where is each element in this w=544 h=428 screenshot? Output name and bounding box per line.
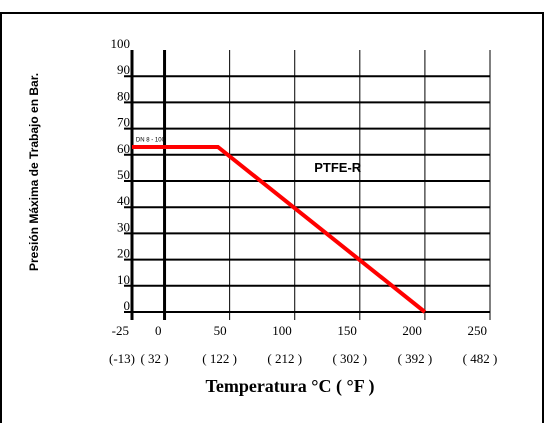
y-tick-label-70: 70	[117, 115, 130, 130]
y-tick-label-0: 0	[124, 298, 131, 313]
tick-labels: 0 10 20 30 40 50 60 70 80 90 100 -25 (-13) 0 ( 32 ) 50 (…	[109, 36, 497, 366]
y-tick-label-100: 100	[111, 36, 131, 51]
series-layer: PTFE-R DN 8 - 100	[132, 138, 427, 314]
x-tick-label--25: -25	[112, 323, 129, 338]
y-tick-label-30: 30	[117, 219, 130, 234]
x-tick-label-200: 200	[402, 323, 422, 338]
x-tick-label-250: 250	[468, 323, 488, 338]
y-tick-label-90: 90	[117, 62, 130, 77]
series-label-0: PTFE-R	[314, 160, 362, 175]
x-tick-label-f-150: ( 302 )	[332, 351, 367, 366]
x-tick-label-50: 50	[214, 323, 227, 338]
x-tick-label-150: 150	[337, 323, 357, 338]
x-tick-label-f-200: ( 392 )	[398, 351, 433, 366]
y-tick-label-40: 40	[117, 193, 130, 208]
annotation-0: DN 8 - 100	[136, 138, 166, 144]
border-right	[542, 12, 544, 423]
y-axis-label: Presión Máxima de Trabajo en Bar.	[27, 73, 41, 271]
y-tick-label-50: 50	[117, 167, 130, 182]
series-line-0	[132, 144, 427, 314]
x-tick-label-f-50: ( 122 )	[202, 351, 237, 366]
y-tick-label-10: 10	[117, 272, 130, 287]
y-tick-label-20: 20	[117, 246, 130, 261]
y-tick-label-60: 60	[117, 141, 130, 156]
border-top	[0, 12, 544, 14]
grid	[124, 50, 491, 320]
x-tick-label-f-100: ( 212 )	[267, 351, 302, 366]
y-tick-label-80: 80	[117, 88, 130, 103]
x-tick-label-f-250: ( 482 )	[463, 351, 498, 366]
x-tick-label-f--25: (-13)	[109, 351, 135, 366]
x-axis-label: Temperatura °C ( °F )	[205, 376, 374, 397]
x-tick-label-0: 0	[155, 323, 162, 338]
x-tick-label-f-0: ( 32 )	[140, 351, 168, 366]
x-tick-label-100: 100	[272, 323, 292, 338]
border-left	[0, 12, 2, 423]
